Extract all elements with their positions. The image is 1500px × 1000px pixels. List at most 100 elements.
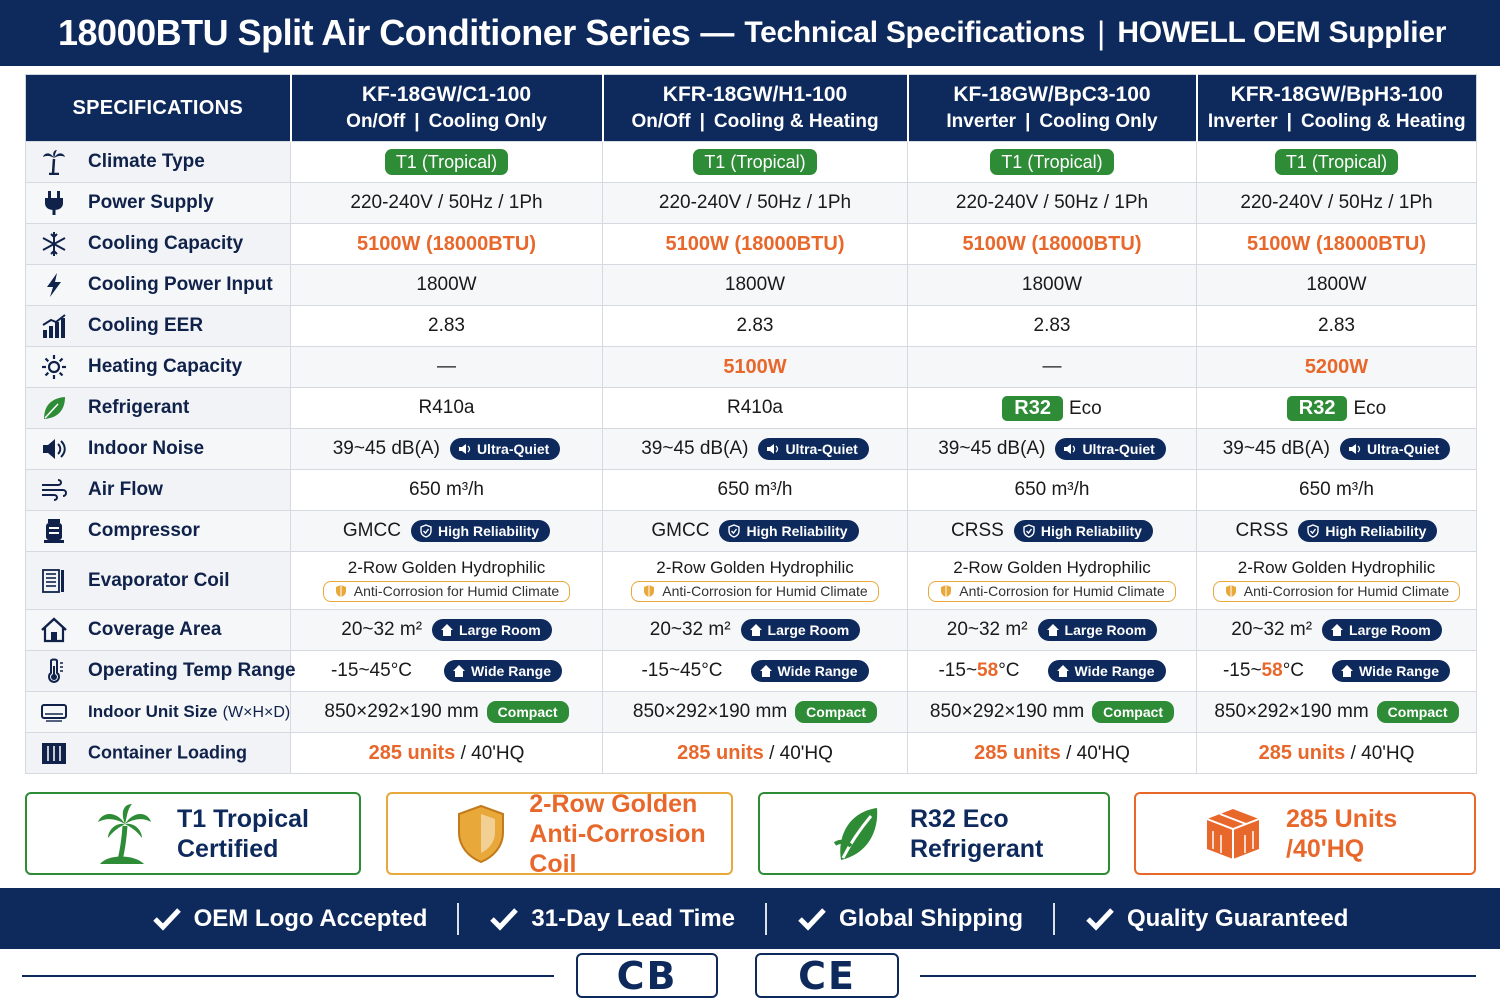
benefit-label: Quality Guaranteed — [1127, 904, 1349, 932]
cooling-capacity-value: 5100W (18000BTU) — [665, 232, 845, 255]
ultra-quiet-badge: Ultra-Quiet — [758, 437, 869, 460]
cell: T1 (Tropical) — [907, 141, 1197, 183]
eco-label: Eco — [1353, 397, 1387, 419]
row-cooling-power-input: Cooling Power Input 1800W 1800W 1800W 18… — [25, 264, 1477, 306]
heating-value: 5200W — [1304, 355, 1369, 378]
row-compressor: Compressor GMCC High Reliability GMCC High… — [25, 510, 1477, 552]
wide-range-badge: Wide Range — [750, 659, 869, 682]
feature-anti-corrosion: 2-Row Golden Anti-Corrosion Coil — [386, 789, 733, 878]
badge-label: Ultra-Quiet — [1366, 440, 1440, 457]
label-text: Cooling Capacity — [88, 233, 244, 254]
feature-tropical: T1 Tropical Certified — [25, 792, 361, 875]
cell: T1 (Tropical) — [290, 141, 603, 183]
cell: 220-240V / 50Hz / 1Ph — [1196, 182, 1477, 224]
label-text: Evaporator Coil — [88, 569, 230, 591]
row-label: Compressor — [25, 510, 291, 552]
model-name: KF-18GW/BpC3-100 — [953, 83, 1151, 106]
temp-unit: °C — [1282, 660, 1305, 681]
cell: 220-240V / 50Hz / 1Ph — [602, 182, 908, 224]
cert-divider-left — [22, 975, 554, 977]
cell: R410a — [602, 387, 908, 429]
label-suffix: (W×H×D) — [222, 704, 291, 722]
check-icon — [490, 907, 519, 931]
size-value: 850×292×190 mm — [324, 701, 479, 722]
cell: 220-240V / 50Hz / 1Ph — [907, 182, 1197, 224]
feature-line1: 285 Units — [1286, 804, 1398, 833]
cooling-capacity-value: 5100W (18000BTU) — [357, 232, 536, 255]
shield-icon — [644, 585, 655, 598]
cell: 2.83 — [602, 305, 908, 347]
row-label: Heating Capacity — [25, 346, 291, 388]
badge-label: Ultra-Quiet — [476, 440, 550, 457]
house-icon — [1046, 623, 1059, 636]
pipe-separator: | — [1286, 111, 1292, 132]
shield-icon — [450, 802, 511, 866]
cell: 650 m³/h — [602, 469, 908, 511]
temp-low: -15~ — [641, 660, 681, 681]
coil-value: 2-Row Golden Hydrophilic — [347, 557, 546, 577]
model-mode: On/Off — [631, 111, 691, 132]
cell: 650 m³/h — [1196, 469, 1477, 511]
feature-line1: 2-Row Golden — [529, 789, 698, 818]
label-text: Indoor Noise — [88, 438, 205, 459]
cell: 39~45 dB(A) Ultra-Quiet — [907, 428, 1197, 470]
ce-certification-logo: CE — [755, 953, 899, 998]
badge-label: Large Room — [1349, 621, 1431, 638]
benefit-item: Quality Guaranteed — [1055, 905, 1378, 933]
row-label: Cooling Power Input — [25, 264, 291, 306]
temp-low: -15~ — [330, 660, 370, 681]
shield-check-icon — [420, 524, 432, 538]
cell: T1 (Tropical) — [1196, 141, 1477, 183]
house-icon — [749, 623, 762, 636]
feature-line2: Certified — [177, 834, 279, 863]
badge-label: Wide Range — [1074, 662, 1155, 679]
speaker-icon — [40, 436, 70, 462]
badge-label: Wide Range — [777, 662, 858, 679]
cell: 2.83 — [290, 305, 603, 347]
check-icon — [798, 907, 826, 931]
size-value: 850×292×190 mm — [632, 701, 788, 722]
row-label: Indoor Unit Size (W×H×D) — [25, 691, 291, 733]
shield-icon — [335, 585, 346, 598]
cooling-capacity-value: 5100W (18000BTU) — [1247, 232, 1426, 255]
badge-label: Anti-Corrosion for Humid Climate — [353, 582, 560, 599]
coil-value: 2-Row Golden Hydrophilic — [953, 557, 1151, 577]
size-value: 850×292×190 mm — [1214, 701, 1369, 722]
row-label: Cooling Capacity — [25, 223, 291, 265]
cell: 20~32 m² Large Room — [1196, 609, 1477, 651]
badge-label: Anti-Corrosion for Humid Climate — [959, 582, 1165, 599]
house-icon — [1341, 664, 1354, 677]
header-specifications: SPECIFICATIONS — [25, 74, 292, 142]
compact-badge: Compact — [795, 700, 878, 723]
ultra-quiet-badge: Ultra-Quiet — [449, 437, 561, 460]
box-icon — [1198, 802, 1268, 866]
anti-corrosion-badge: Anti-Corrosion for Humid Climate — [322, 580, 571, 602]
cell: 2.83 — [1196, 305, 1477, 347]
cell: 850×292×190 mm Compact — [907, 691, 1197, 733]
row-indoor-unit-size: Indoor Unit Size (W×H×D) 850×292×190 mm C… — [25, 691, 1477, 733]
cell: 285 units / 40'HQ — [602, 732, 908, 774]
indoor-unit-icon — [40, 699, 70, 725]
anti-corrosion-badge: Anti-Corrosion for Humid Climate — [631, 580, 879, 602]
badge-label: Anti-Corrosion for Humid Climate — [1243, 582, 1450, 599]
header-model-3: KF-18GW/BpC3-100 Inverter | Cooling Only — [907, 74, 1198, 142]
loading-container: / 40'HQ — [460, 742, 525, 764]
feature-line2: /40'HQ — [1286, 834, 1365, 863]
header-model-1: KF-18GW/C1-100 On/Off | Cooling Only — [290, 74, 604, 142]
cell: -15~45°C Wide Range — [602, 650, 908, 692]
badge-label: High Reliability — [1040, 522, 1142, 539]
loading-units: 285 units — [677, 741, 764, 764]
temp-unit: °C — [998, 660, 1020, 681]
cell: 220-240V / 50Hz / 1Ph — [290, 182, 603, 224]
shield-icon — [1225, 585, 1236, 598]
model-name: KFR-18GW/H1-100 — [662, 83, 848, 106]
benefit-label: OEM Logo Accepted — [193, 904, 428, 932]
pipe-separator: | — [699, 111, 705, 132]
label-text: Compressor — [88, 520, 200, 541]
row-label: Indoor Noise — [25, 428, 291, 470]
divider — [1053, 902, 1056, 935]
large-room-badge: Large Room — [1037, 618, 1158, 641]
title-dash: — — [700, 13, 735, 52]
cell: 20~32 m² Large Room — [290, 609, 603, 651]
house-icon — [1056, 664, 1069, 677]
